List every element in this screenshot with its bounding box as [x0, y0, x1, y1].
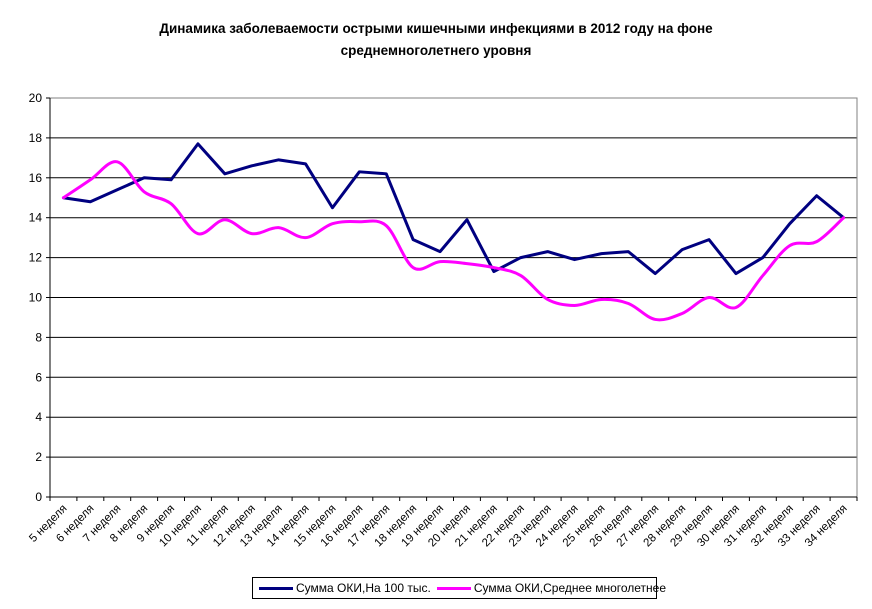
legend-swatch-series-1: [259, 586, 293, 590]
chart-title-line-1: Динамика заболеваемости острыми кишечным…: [159, 21, 713, 36]
y-tick-label: 20: [29, 91, 43, 105]
legend-item-series-1: Сумма ОКИ,На 100 тыс.: [259, 581, 431, 595]
legend-swatch-series-2: [436, 586, 471, 590]
y-tick-label: 18: [29, 131, 43, 145]
y-tick-label: 8: [35, 330, 42, 344]
legend-label-series-1: Сумма ОКИ,На 100 тыс.: [296, 581, 431, 595]
gridlines: [50, 97, 857, 458]
y-tick-label: 6: [35, 370, 42, 384]
y-tick-label: 4: [35, 410, 42, 424]
chart-title: Динамика заболеваемости острыми кишечным…: [0, 18, 872, 62]
series-line-1: [61, 142, 846, 276]
legend-item-series-2: Сумма ОКИ,Среднее многолетнее: [436, 581, 667, 595]
chart-title-line-2: среднемноголетнего уровня: [340, 43, 532, 58]
y-tick-label: 12: [29, 251, 43, 265]
y-tick-label: 0: [35, 490, 42, 504]
y-tick-label: 16: [29, 171, 43, 185]
legend-label-series-2: Сумма ОКИ,Среднее многолетнее: [473, 581, 667, 595]
series-line-2: [61, 160, 846, 322]
y-axis-ticks: 0 2 4 6 8 10 12 14 16 18 20: [29, 91, 50, 504]
y-tick-label: 2: [35, 450, 42, 464]
y-tick-label: 14: [29, 211, 43, 225]
series-lines: [61, 142, 846, 322]
y-tick-label: 10: [29, 291, 43, 305]
legend: Сумма ОКИ,На 100 тыс. Сумма ОКИ,Среднее …: [252, 577, 666, 599]
